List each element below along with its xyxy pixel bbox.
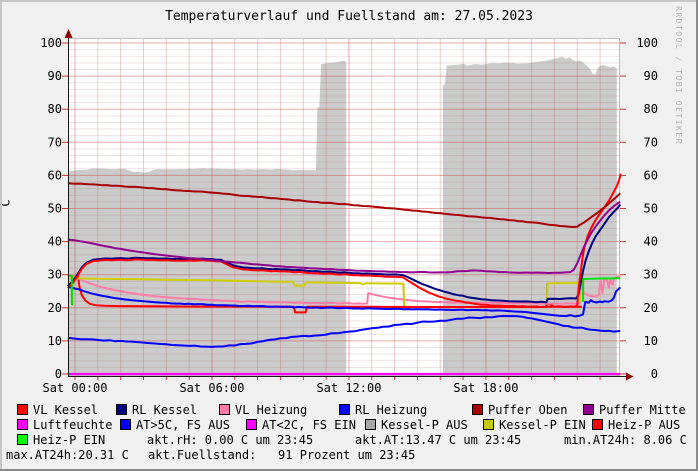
legend-stat: akt.AT:13.47 C um 23:45 [355,434,521,447]
legend-swatch [17,404,28,415]
legend-swatch [365,419,376,430]
y-tick-label-right: 40 [644,235,658,249]
series-rl-kessel [67,203,622,304]
y-tick-label-right: 50 [644,202,658,216]
series-heiz-p-ein-0 [67,274,73,306]
series-puffer-oben [67,182,621,228]
legend-stat: min.AT24h: 8.06 C [564,434,687,447]
y-tick-label-right: 0 [651,367,658,381]
y-tick-label-left: 40 [48,235,62,249]
legend-label: Puffer Mitte [599,403,686,417]
legend-label: RL Heizung [355,403,428,417]
legend-label: AT<2C, FS EIN [262,418,356,432]
legend-item: Luftfeuchte [17,419,112,432]
chart-title: Temperaturverlauf und Fuellstand am: 27.… [165,9,533,24]
legend-label: Heiz-P AUS [608,418,681,432]
series-rl-heizung [67,285,621,318]
y-tick-label-left: 10 [48,334,62,348]
frame-edge-bottom [0,469,698,471]
legend-item: Heiz-P EIN [17,434,105,447]
y-axis-arrow-icon [64,29,73,38]
legend-label: Kessel-P EIN [499,418,586,432]
legend-label: Kessel-P AUS [381,418,468,432]
legend-swatch [219,404,230,415]
rrdtool-watermark: RRDTOOL / TOBI OETIKER [674,6,683,145]
legend-label: min.AT24h: 8.06 C [564,433,687,447]
legend-label: akt.AT:13.47 C um 23:45 [355,433,522,447]
y-tick-label-right: 90 [644,69,658,83]
legend-item: RL Kessel [116,404,197,417]
legend-stat: akt.rH: 0.00 C um 23:45 [147,434,313,447]
legend-item: VL Kessel [17,404,98,417]
frame-edge-top [0,0,698,2]
legend-item: Kessel-P EIN [483,419,586,432]
series-heiz-p-ein-1 [582,277,621,302]
y-tick-label-right: 80 [644,102,658,116]
legend-label: Luftfeuchte [33,418,113,432]
legend-swatch [17,419,28,430]
legend-item: RL Heizung [339,404,427,417]
legend-label: akt.Fuellstand: 91 Prozent um 23:45 [148,448,416,462]
area-kessel-p-aus-area-1 [443,56,617,374]
legend-swatch [339,404,350,415]
legend-label: Puffer Oben [488,403,568,417]
frame-edge-right [696,0,698,471]
legend-swatch [120,419,131,430]
legend-swatch [246,419,257,430]
y-tick-label-left: 20 [48,301,62,315]
legend-label: Heiz-P EIN [33,433,106,447]
legend-item: AT<2C, FS EIN [246,419,356,432]
legend-swatch [483,419,494,430]
legend-label: max.AT24h:20.31 C [6,448,129,462]
series-puffer-mitte [67,201,621,274]
y-tick-label-right: 100 [636,36,658,50]
legend-label: VL Kessel [33,403,99,417]
area-kessel-p-aus-area-0 [67,60,347,375]
legend-item: AT>5C, FS AUS [120,419,230,432]
legend-label: akt.rH: 0.00 C um 23:45 [147,433,314,447]
x-axis-arrow-icon [626,372,634,381]
y-tick-label-right: 60 [644,168,658,182]
y-tick-label-right: 30 [644,268,658,282]
y-tick-label-right: 20 [644,301,658,315]
y-tick-label-right: 70 [644,135,658,149]
legend-stat: akt.Fuellstand: 91 Prozent um 23:45 [148,449,415,462]
series-kessel-p-ein-0 [67,277,406,306]
x-tick-label: Sat 00:00 [42,381,107,395]
legend-item: VL Heizung [219,404,307,417]
legend-label: AT>5C, FS AUS [136,418,230,432]
legend-label: RL Kessel [132,403,198,417]
legend-stat: max.AT24h:20.31 C [6,449,129,462]
y-tick-label-right: 10 [644,334,658,348]
legend-item: Kessel-P AUS [365,419,468,432]
legend-swatch [116,404,127,415]
series-vl-heizung [67,274,621,305]
legend-swatch [583,404,594,415]
frame-edge-left [0,0,2,471]
x-tick-label: Sat 12:00 [316,381,381,395]
legend-swatch [472,404,483,415]
x-tick-label: Sat 18:00 [453,381,518,395]
y-tick-label-left: 90 [48,69,62,83]
legend-swatch [17,434,28,445]
x-tick-label: Sat 06:00 [179,381,244,395]
y-tick-label-left: 60 [48,168,62,182]
legend-item: Heiz-P AUS [592,419,680,432]
legend-item: Puffer Mitte [583,404,686,417]
y-tick-label-left: 30 [48,268,62,282]
y-tick-label-left: 0 [55,367,62,381]
legend-label: VL Heizung [235,403,308,417]
y-tick-label-left: 70 [48,135,62,149]
series-vl-kessel [67,173,622,308]
y-tick-label-left: 80 [48,102,62,116]
y-tick-label-left: 100 [40,36,62,50]
legend-item: Puffer Oben [472,404,567,417]
series-at-gt5-fs-aus [67,315,621,348]
y-tick-label-left: 50 [48,202,62,216]
legend-swatch [592,419,603,430]
